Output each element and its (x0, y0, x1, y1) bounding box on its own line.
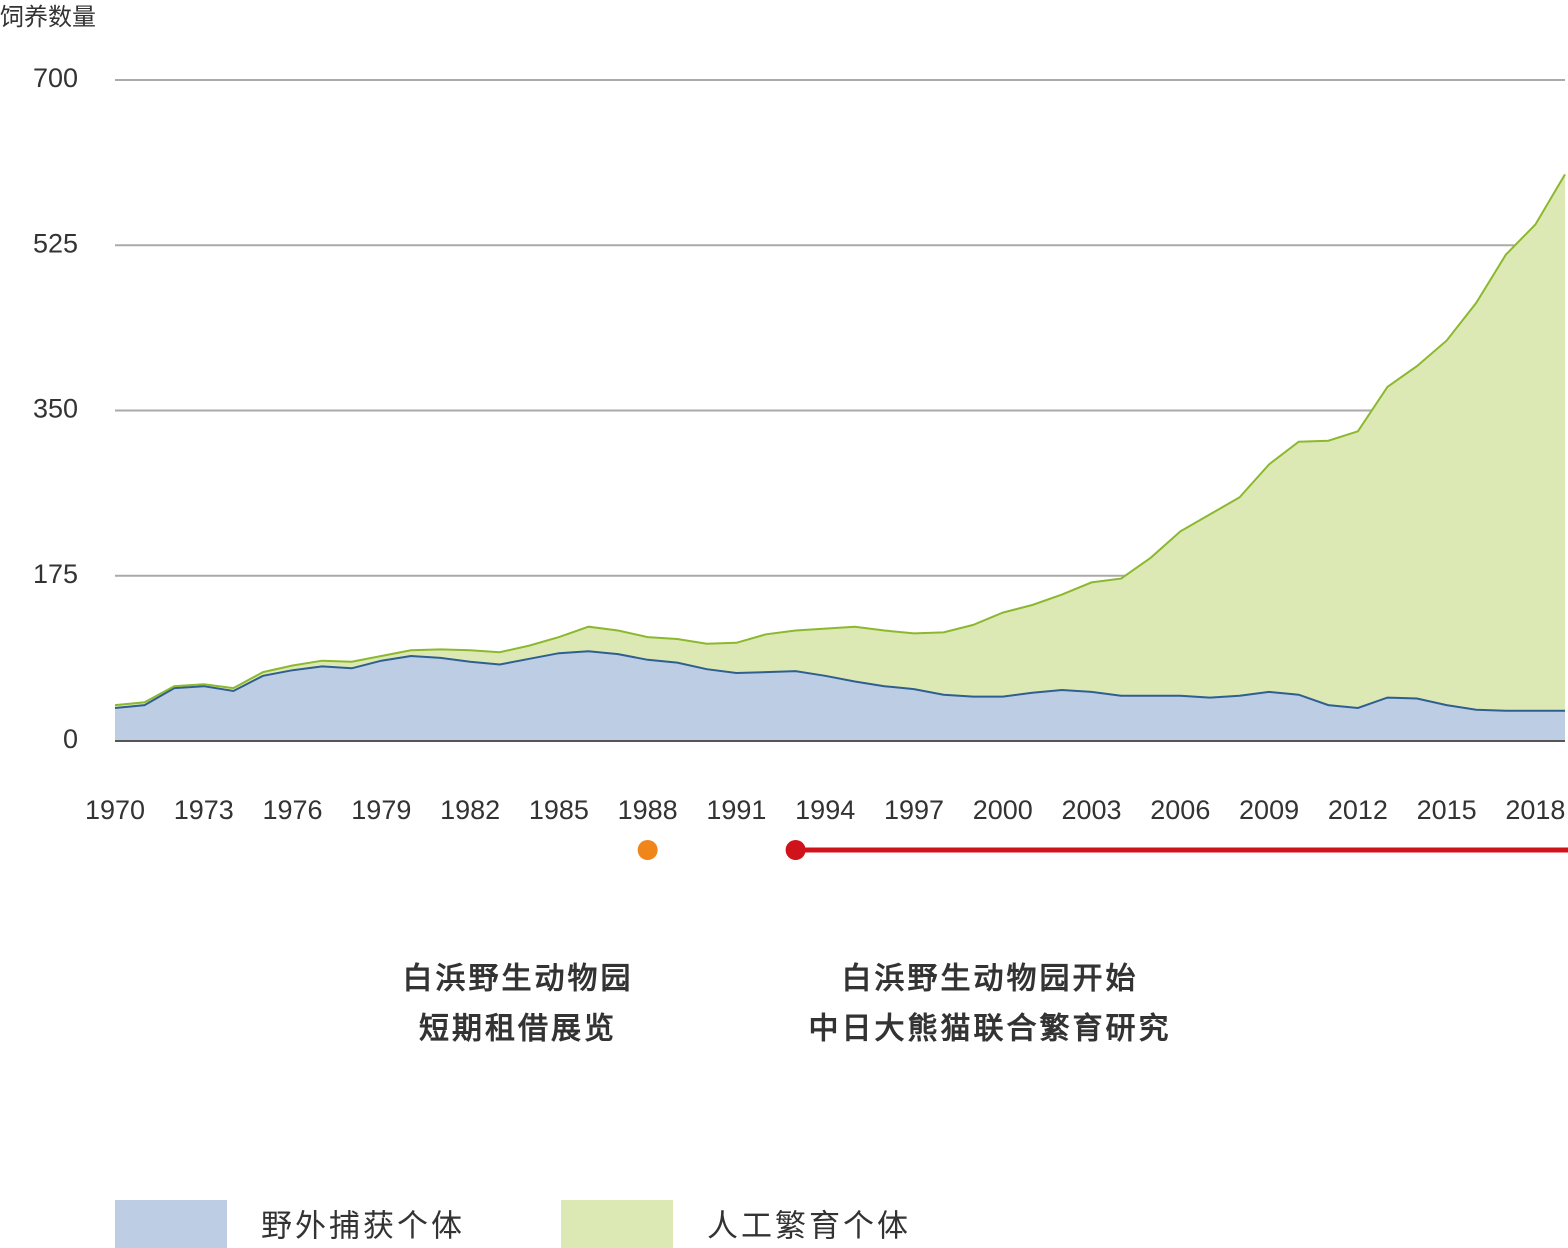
event-label: 白浜野生动物园开始 (842, 962, 1139, 997)
x-tick-label: 1997 (884, 795, 944, 825)
y-tick-label: 175 (33, 559, 78, 589)
event-label: 中日大熊猫联合繁育研究 (809, 1012, 1172, 1047)
x-tick-label: 1979 (351, 795, 411, 825)
event-dot (785, 840, 806, 860)
x-tick-label: 1994 (795, 795, 855, 825)
x-tick-label: 1988 (618, 795, 678, 825)
y-tick-label: 350 (33, 394, 78, 424)
x-tick-label: 1976 (263, 795, 323, 825)
y-axis-title: 饲养数量 (0, 3, 96, 31)
area (115, 174, 1565, 711)
y-tick-label: 525 (33, 228, 78, 258)
x-tick-label: 2003 (1061, 795, 1121, 825)
x-tick-label: 2018 (1505, 795, 1565, 825)
x-tick-label: 2012 (1328, 795, 1388, 825)
area-line (114, 650, 1565, 712)
x-tick-label: 2006 (1150, 795, 1210, 825)
y-tick-label: 0 (63, 724, 78, 754)
event-label: 白浜野生动物园 (403, 962, 634, 997)
x-tick-label: 1985 (529, 795, 589, 825)
legend-swatch (115, 1200, 227, 1248)
x-tick-label: 2009 (1239, 795, 1299, 825)
legend-swatch (561, 1200, 673, 1248)
legend-label: 人工繁育个体 (707, 1209, 911, 1245)
x-tick-label: 1970 (85, 795, 145, 825)
x-tick-label: 1991 (706, 795, 766, 825)
x-tick-label: 1982 (440, 795, 500, 825)
event-dot (637, 840, 658, 860)
legend-label: 野外捕获个体 (261, 1209, 465, 1245)
area-line (114, 173, 1566, 707)
x-tick-label: 1973 (174, 795, 234, 825)
x-tick-label: 2015 (1417, 795, 1477, 825)
area (115, 651, 1565, 741)
x-tick-label: 2000 (973, 795, 1033, 825)
y-tick-label: 700 (33, 63, 78, 93)
event-label: 短期租借展览 (419, 1012, 617, 1047)
